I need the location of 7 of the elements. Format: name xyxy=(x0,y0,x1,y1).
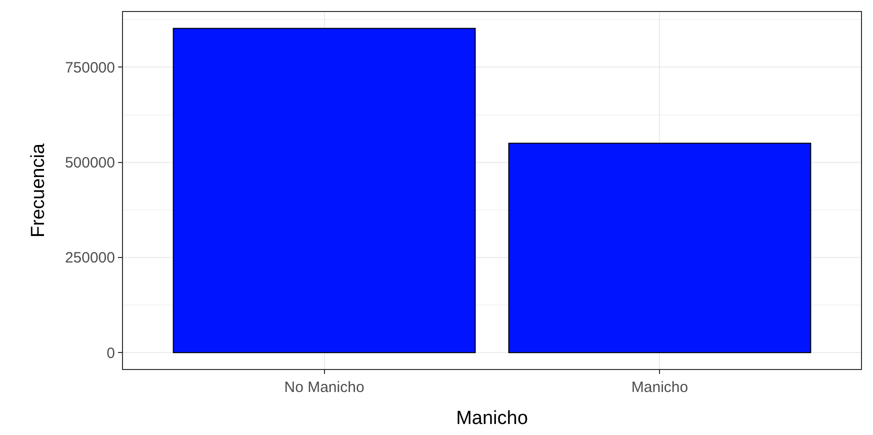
y-tick-label: 500000 xyxy=(64,154,115,172)
x-axis-title: Manicho xyxy=(456,408,528,429)
y-tick-label: 750000 xyxy=(64,59,115,76)
x-tick-label: No Manicho xyxy=(284,379,364,396)
y-tick-label: 0 xyxy=(106,344,115,362)
y-tick-label: 250000 xyxy=(64,250,115,267)
y-axis-title: Frecuencia xyxy=(28,143,49,238)
